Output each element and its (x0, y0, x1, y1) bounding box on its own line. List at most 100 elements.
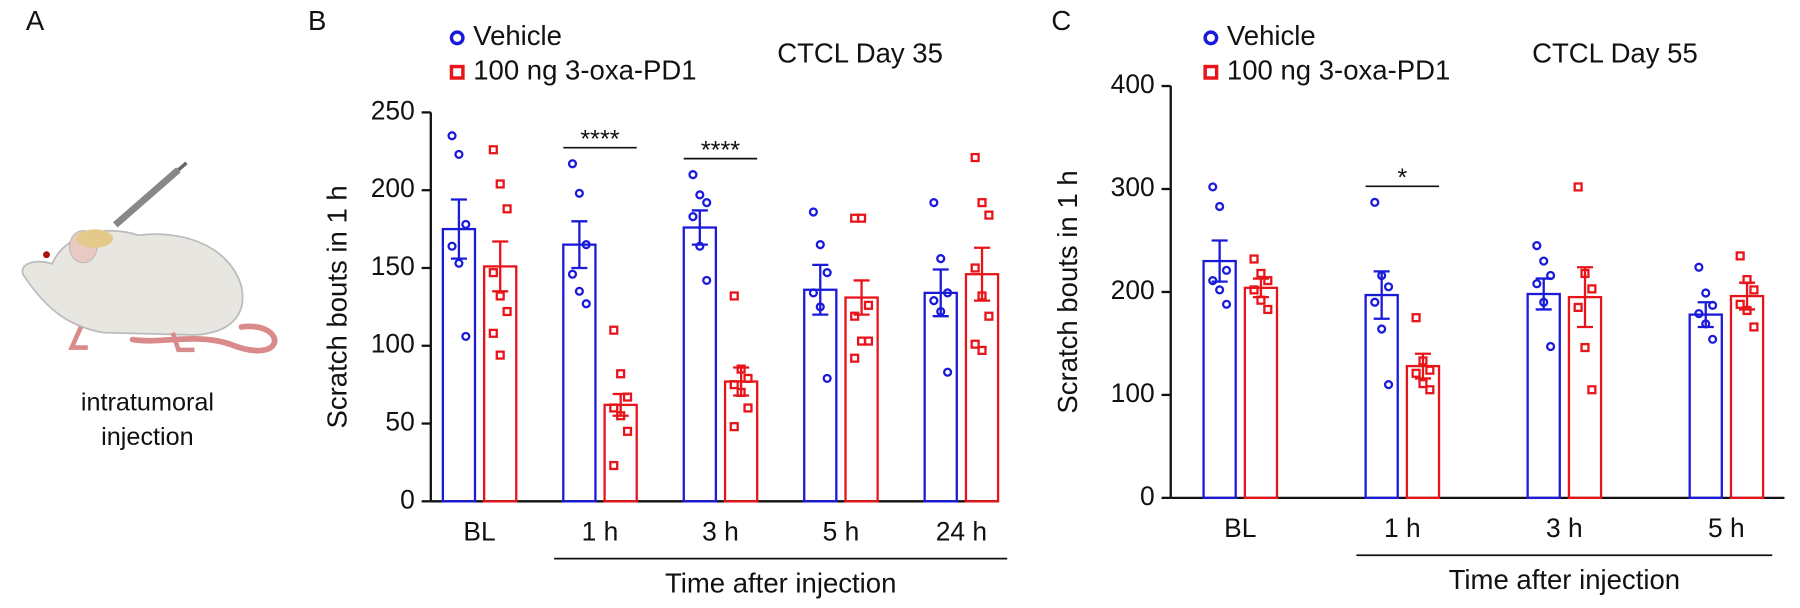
data-point (1215, 201, 1225, 212)
data-point (447, 131, 457, 141)
bar (1688, 313, 1723, 500)
data-point (447, 241, 457, 251)
data-point (729, 422, 739, 432)
data-point (574, 286, 584, 296)
data-point (695, 241, 705, 251)
x-tick-label: BL (1224, 513, 1256, 543)
error-bar (1576, 266, 1594, 329)
data-point (863, 300, 874, 310)
bar (923, 291, 958, 503)
data-point (984, 311, 994, 321)
data-point (616, 411, 626, 421)
y-axis-label: Scratch bouts in 1 h (321, 185, 352, 428)
data-point (850, 311, 860, 321)
data-point (1532, 279, 1542, 289)
y-tick-label: 150 (371, 251, 415, 281)
subtitle: CTCL Day 55 (1532, 37, 1698, 68)
significance-label: **** (580, 125, 619, 153)
error-bar (1697, 301, 1714, 329)
data-point (461, 219, 471, 230)
data-point (1249, 254, 1259, 264)
data-point (622, 392, 633, 402)
error-bar (571, 220, 588, 270)
error-bar (1211, 239, 1228, 283)
data-point (488, 145, 498, 155)
data-point (1694, 262, 1704, 272)
data-point (1749, 322, 1759, 332)
data-point (1425, 365, 1435, 375)
significance-label: **** (701, 136, 740, 164)
error-bar (1535, 277, 1552, 311)
bar (1202, 259, 1237, 500)
data-point (1539, 256, 1549, 266)
data-point (1411, 313, 1421, 323)
data-point (1263, 304, 1273, 315)
x-tick-label: 1 h (582, 516, 619, 546)
data-point (567, 269, 578, 279)
data-point (936, 254, 946, 264)
data-point (1546, 270, 1556, 281)
data-point (1377, 270, 1387, 281)
data-point (495, 350, 505, 360)
data-point (929, 296, 939, 306)
data-point (609, 403, 619, 413)
data-point (488, 328, 498, 338)
data-point (581, 240, 591, 250)
data-point (1742, 305, 1752, 316)
data-point (461, 331, 471, 342)
data-point (581, 299, 591, 309)
y-tick-label: 0 (1140, 481, 1155, 511)
legend-label: 100 ng 3-oxa-PD1 (473, 55, 696, 86)
data-point (970, 152, 980, 163)
panel-label: C (1051, 5, 1071, 36)
data-point (856, 213, 867, 223)
x-axis-label: Time after injection (1449, 564, 1680, 595)
data-point (1370, 297, 1380, 307)
data-point (1546, 341, 1556, 352)
data-point (502, 306, 512, 317)
data-point (977, 291, 987, 301)
data-point (1377, 324, 1387, 334)
data-point (936, 306, 946, 317)
y-tick-label: 0 (400, 484, 415, 514)
data-point (815, 240, 825, 250)
bar (483, 265, 518, 503)
data-point (1749, 285, 1759, 295)
data-point (1580, 268, 1590, 279)
error-bar (812, 263, 829, 316)
data-point (1701, 319, 1711, 329)
data-point (1742, 275, 1752, 285)
x-tick-label: 1 h (1384, 513, 1421, 543)
bar (562, 243, 597, 503)
error-bar (691, 209, 708, 246)
y-tick-label: 100 (371, 329, 415, 359)
x-tick-label: 3 h (1546, 513, 1583, 543)
data-point (984, 210, 994, 220)
legend-label: 100 ng 3-oxa-PD1 (1227, 55, 1450, 86)
data-point (688, 170, 698, 180)
data-point (736, 364, 746, 374)
error-bar (853, 279, 870, 316)
data-point (743, 373, 753, 384)
data-point (622, 426, 633, 436)
data-point (943, 288, 953, 298)
data-point (1573, 182, 1583, 192)
y-axis-label: Scratch bouts in 1 h (1052, 170, 1083, 413)
legend-marker (1203, 64, 1219, 80)
data-point (943, 367, 953, 377)
bar (1243, 286, 1279, 500)
data-point (822, 373, 832, 384)
data-point (495, 179, 505, 189)
error-bar (1414, 352, 1432, 380)
data-point (1383, 380, 1394, 390)
data-point (1735, 299, 1745, 309)
data-point (1708, 300, 1718, 310)
data-point (743, 403, 753, 413)
data-point (616, 369, 626, 379)
error-bar (612, 392, 629, 417)
data-point (574, 188, 584, 198)
data-point (567, 159, 578, 169)
data-point (695, 190, 705, 200)
data-point (1587, 284, 1597, 294)
